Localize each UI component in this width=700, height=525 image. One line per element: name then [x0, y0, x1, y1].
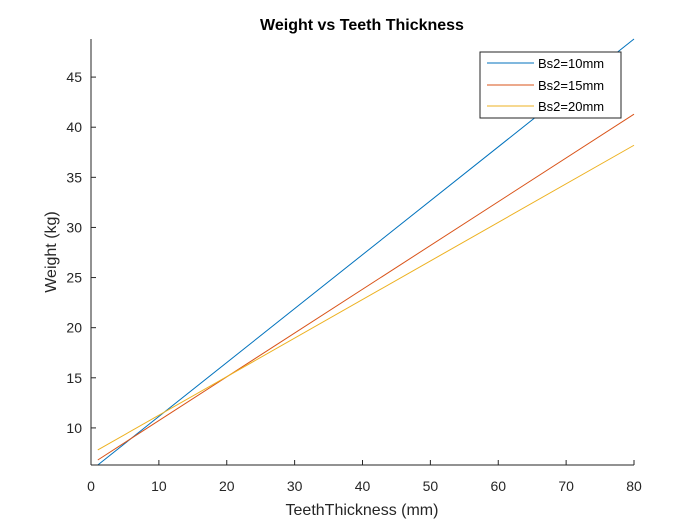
- x-tick-label: 40: [355, 478, 371, 494]
- y-tick-label: 10: [66, 420, 82, 436]
- y-axis-label: Weight (kg): [43, 211, 60, 293]
- series-line-bs2-15mm: [97, 113, 635, 461]
- x-tick-label: 60: [490, 478, 506, 494]
- y-tick-label: 35: [66, 169, 82, 185]
- x-tick-label: 10: [151, 478, 167, 494]
- legend-label-bs2-20mm: Bs2=20mm: [538, 99, 604, 114]
- legend-label-bs2-15mm: Bs2=15mm: [538, 78, 604, 93]
- x-tick-label: 70: [558, 478, 574, 494]
- x-tick-label: 80: [626, 478, 642, 494]
- y-tick-label: 25: [66, 270, 82, 286]
- chart-title: Weight vs Teeth Thickness: [260, 17, 464, 34]
- legend-label-bs2-10mm: Bs2=10mm: [538, 56, 604, 71]
- x-ticks: 0 10 20 30 40 50 60 70 80: [87, 460, 642, 494]
- y-ticks: 10 15 20 25 30 35 40 45: [66, 69, 96, 436]
- x-tick-label: 50: [423, 478, 439, 494]
- y-tick-label: 40: [66, 119, 82, 135]
- x-axis-label: TeethThickness (mm): [286, 502, 439, 519]
- legend: Bs2=10mm Bs2=15mm Bs2=20mm: [479, 51, 622, 119]
- y-tick-label: 30: [66, 219, 82, 235]
- series-line-bs2-20mm: [97, 144, 635, 451]
- y-tick-label: 20: [66, 320, 82, 336]
- x-tick-label: 0: [87, 478, 95, 494]
- y-tick-label: 45: [66, 69, 82, 85]
- x-tick-label: 20: [219, 478, 235, 494]
- x-tick-label: 30: [287, 478, 303, 494]
- y-tick-label: 15: [66, 370, 82, 386]
